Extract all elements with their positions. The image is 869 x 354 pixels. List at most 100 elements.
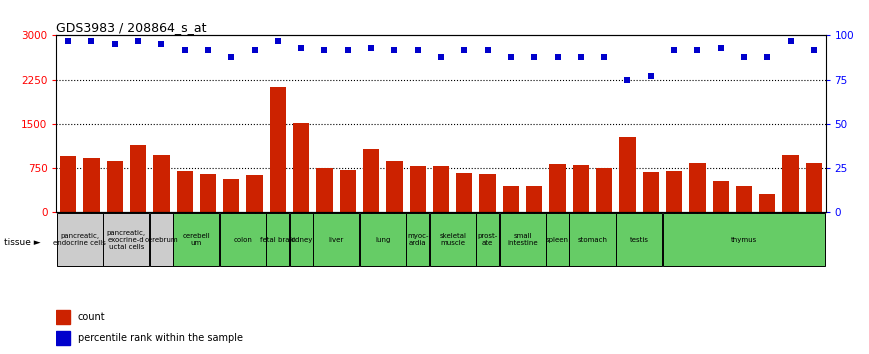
FancyBboxPatch shape	[313, 213, 359, 266]
Text: kidney: kidney	[289, 237, 313, 243]
Bar	[153, 155, 169, 212]
Bar	[316, 167, 333, 212]
FancyBboxPatch shape	[103, 213, 149, 266]
Bar	[596, 167, 613, 212]
Bar	[456, 173, 473, 212]
Bar	[526, 186, 542, 212]
Text: lung: lung	[375, 237, 390, 243]
Bar	[433, 166, 449, 212]
Point	[224, 54, 238, 59]
Point	[248, 47, 262, 52]
Bar	[736, 186, 753, 212]
Bar	[782, 155, 799, 212]
FancyBboxPatch shape	[663, 213, 826, 266]
Point	[178, 47, 192, 52]
Text: prost-
ate: prost- ate	[477, 233, 498, 246]
Text: tissue ►: tissue ►	[4, 238, 41, 247]
FancyBboxPatch shape	[150, 213, 173, 266]
Text: thymus: thymus	[731, 237, 757, 243]
Point	[481, 47, 494, 52]
Point	[131, 38, 145, 44]
Bar	[293, 123, 309, 212]
Bar	[340, 170, 356, 212]
Bar	[386, 161, 402, 212]
Point	[411, 47, 425, 52]
Bar	[56, 310, 70, 324]
Bar	[107, 161, 123, 212]
Text: myoc-
ardia: myoc- ardia	[407, 233, 428, 246]
Bar	[83, 158, 100, 212]
Bar	[223, 179, 240, 212]
Bar	[503, 187, 519, 212]
Point	[317, 47, 331, 52]
Point	[597, 54, 611, 59]
Point	[527, 54, 541, 59]
Text: count: count	[77, 312, 105, 322]
Point	[691, 47, 705, 52]
FancyBboxPatch shape	[500, 213, 546, 266]
FancyBboxPatch shape	[173, 213, 219, 266]
Bar	[129, 144, 146, 212]
Point	[155, 41, 169, 47]
Point	[551, 54, 565, 59]
Text: cerebrum: cerebrum	[144, 237, 178, 243]
Point	[784, 38, 798, 44]
Point	[61, 38, 75, 44]
FancyBboxPatch shape	[360, 213, 406, 266]
Bar	[56, 331, 70, 345]
Bar	[666, 171, 682, 212]
Text: pancreatic,
endocrine cells: pancreatic, endocrine cells	[53, 233, 106, 246]
Point	[737, 54, 751, 59]
Point	[271, 38, 285, 44]
Text: GDS3983 / 208864_s_at: GDS3983 / 208864_s_at	[56, 21, 207, 34]
Bar	[480, 174, 496, 212]
FancyBboxPatch shape	[476, 213, 499, 266]
FancyBboxPatch shape	[267, 213, 289, 266]
Point	[620, 77, 634, 82]
FancyBboxPatch shape	[429, 213, 475, 266]
Point	[364, 45, 378, 51]
Point	[295, 45, 308, 51]
Bar	[200, 174, 216, 212]
Text: liver: liver	[328, 237, 344, 243]
Bar	[689, 164, 706, 212]
Bar	[269, 87, 286, 212]
FancyBboxPatch shape	[569, 213, 615, 266]
Bar	[549, 164, 566, 212]
FancyBboxPatch shape	[56, 213, 103, 266]
Text: small
intestine: small intestine	[507, 233, 538, 246]
Text: stomach: stomach	[578, 237, 607, 243]
Point	[667, 47, 681, 52]
Text: pancreatic,
exocrine-d
uctal cells: pancreatic, exocrine-d uctal cells	[107, 230, 146, 250]
Text: skeletal
muscle: skeletal muscle	[439, 233, 466, 246]
Point	[713, 45, 727, 51]
Point	[201, 47, 215, 52]
Text: percentile rank within the sample: percentile rank within the sample	[77, 333, 242, 343]
Text: spleen: spleen	[546, 237, 569, 243]
Bar	[60, 156, 76, 212]
FancyBboxPatch shape	[220, 213, 266, 266]
Bar	[620, 137, 635, 212]
FancyBboxPatch shape	[289, 213, 313, 266]
Bar	[409, 166, 426, 212]
Bar	[760, 194, 775, 212]
Point	[504, 54, 518, 59]
Text: colon: colon	[234, 237, 252, 243]
Bar	[642, 172, 659, 212]
Point	[388, 47, 401, 52]
Point	[341, 47, 355, 52]
Bar	[363, 149, 379, 212]
Bar	[176, 171, 193, 212]
Bar	[713, 181, 729, 212]
Bar	[806, 163, 822, 212]
Bar	[247, 175, 262, 212]
FancyBboxPatch shape	[407, 213, 429, 266]
Point	[807, 47, 821, 52]
Point	[434, 54, 448, 59]
Point	[574, 54, 587, 59]
Point	[760, 54, 774, 59]
Bar	[573, 165, 589, 212]
FancyBboxPatch shape	[546, 213, 569, 266]
Text: cerebell
um: cerebell um	[182, 233, 210, 246]
Point	[457, 47, 471, 52]
